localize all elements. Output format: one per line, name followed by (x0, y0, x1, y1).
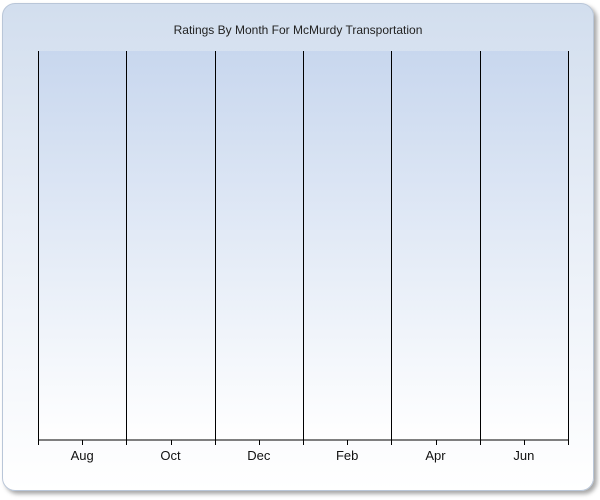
gridlines (38, 51, 569, 440)
x-tick-label-apr: Apr (425, 448, 446, 463)
x-tick-label-jun: Jun (513, 448, 534, 463)
x-tick-label-dec: Dec (247, 448, 271, 463)
x-tick-label-aug: Aug (71, 448, 94, 463)
x-tick-label-feb: Feb (336, 448, 358, 463)
x-tick-label-oct: Oct (160, 448, 181, 463)
x-axis-labels: Aug Oct Dec Feb Apr Jun (71, 448, 535, 463)
chart-title: Ratings By Month For McMurdy Transportat… (173, 23, 423, 37)
x-axis-ticks (38, 440, 569, 445)
